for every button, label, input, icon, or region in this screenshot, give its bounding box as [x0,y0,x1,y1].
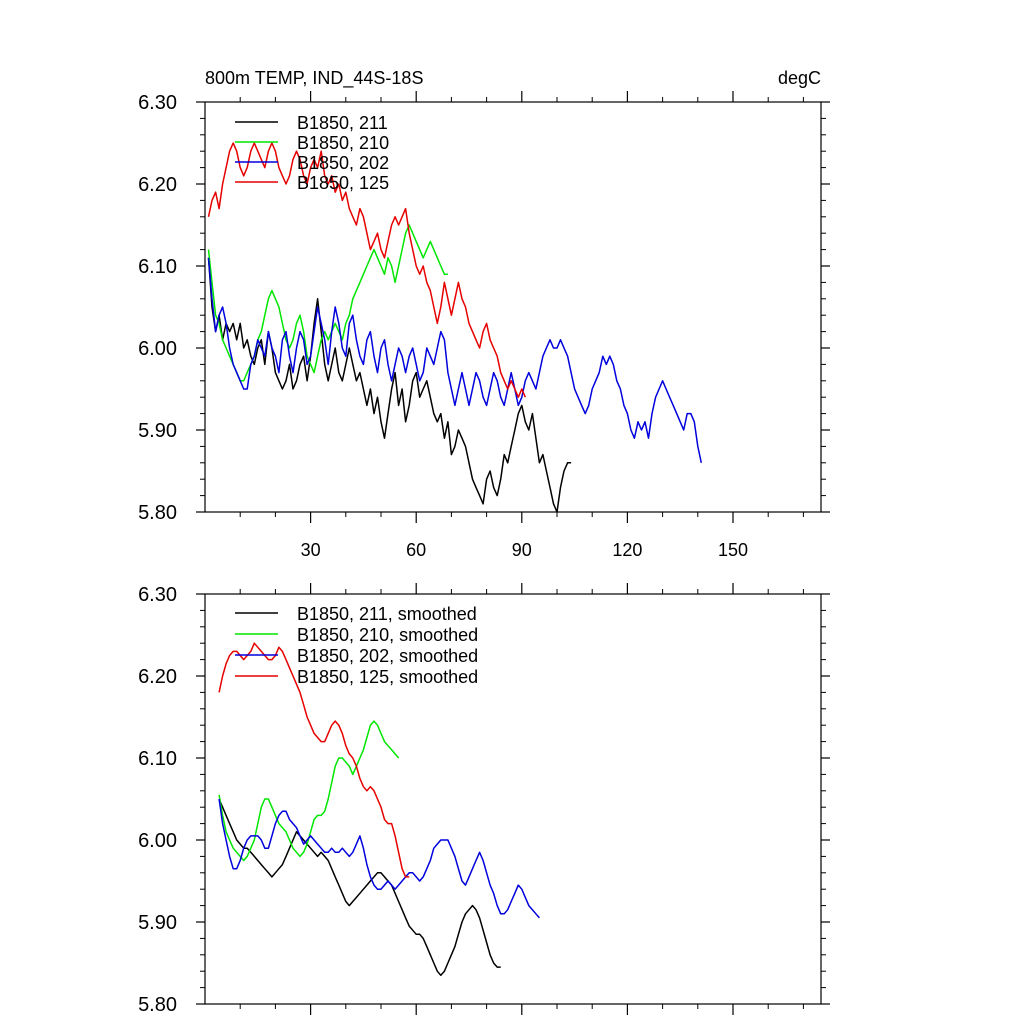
series-line-3 [207,142,526,398]
y-tick-label: 5.80 [138,502,177,524]
series-line-2 [207,257,703,463]
y-tick-label: 6.20 [138,174,177,196]
legend-label-1: B1850, 210 [297,133,389,153]
legend-label-0: B1850, 211, smoothed [297,604,477,624]
y-tick-label: 6.30 [138,92,177,114]
x-tick-label: 90 [512,540,532,560]
plot-area: 30 60 90 120 150 5.80 5.90 6.00 6.10 6.20 6.30 B185… [138,91,830,560]
plot-area: 5.80 5.90 6.00 6.10 6.20 6.30 B1850, 211, smoo… [138,583,830,1016]
y-tick-label: 6.10 [138,748,177,770]
x-tick-label: 120 [612,540,642,560]
plot-frame [204,101,822,513]
series-line-3 [218,642,410,878]
chart-top: 800m TEMP, IND_44S-18S degC 30 60 90 120 150… [138,68,830,560]
series-line-1 [218,720,400,862]
legend-label-0: B1850, 211 [297,113,388,133]
x-tick-label: 150 [718,540,748,560]
legend-label-3: B1850, 125 [297,173,389,193]
y-tick-label: 6.00 [138,338,177,360]
x-tick-label: 60 [406,540,426,560]
y-tick-label: 6.20 [138,666,177,688]
series-line-2 [218,798,540,919]
y-tick-label: 5.80 [138,994,177,1016]
y-tick-label: 6.30 [138,584,177,606]
y-tick-label: 5.90 [138,420,177,442]
series-line-0 [207,257,572,513]
plot-frame [204,593,822,1005]
y-tick-label: 5.90 [138,912,177,934]
legend-label-1: B1850, 210, smoothed [297,625,478,645]
chart-bottom: 5.80 5.90 6.00 6.10 6.20 6.30 B1850, 211, smoo… [138,583,830,1016]
chart-title: 800m TEMP, IND_44S-18S [205,68,423,89]
legend-label-2: B1850, 202, smoothed [297,646,478,666]
series-line-0 [218,798,501,977]
legend-label-3: B1850, 125, smoothed [297,667,478,687]
x-tick-label: 30 [301,540,321,560]
legend-label-2: B1850, 202 [297,153,389,173]
chart-units: degC [778,68,821,88]
y-tick-label: 6.00 [138,830,177,852]
y-tick-label: 6.10 [138,256,177,278]
